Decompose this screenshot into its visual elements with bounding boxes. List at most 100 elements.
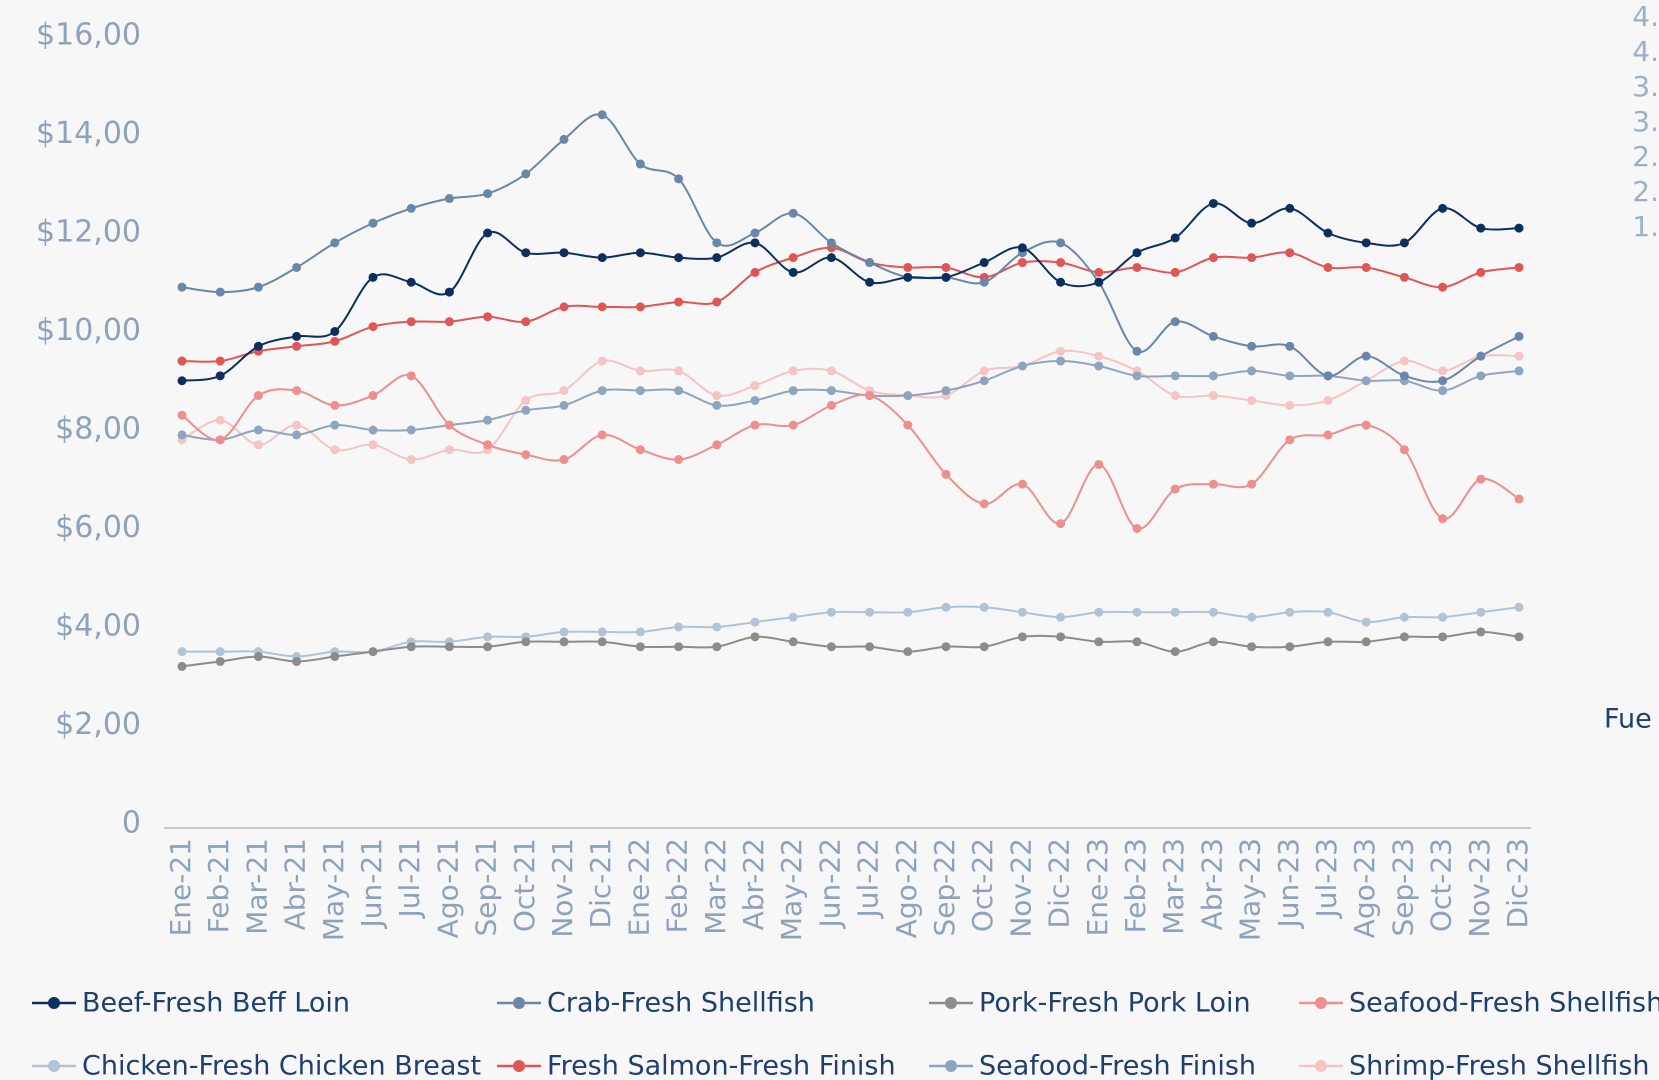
x-tick-label: Jul-21 [393, 838, 426, 920]
data-point [483, 642, 493, 652]
data-point [788, 366, 798, 376]
x-tick-label: Nov-22 [1004, 838, 1037, 938]
data-point [674, 622, 684, 632]
x-tick-label: Mar-22 [699, 838, 732, 935]
data-point [292, 656, 302, 666]
x-tick-label: Nov-21 [546, 838, 579, 938]
data-point [253, 391, 263, 401]
x-tick-label: Jun-21 [355, 838, 388, 929]
data-point [559, 302, 569, 312]
data-point [330, 400, 340, 410]
data-point [903, 262, 913, 272]
data-point [1476, 267, 1486, 277]
series-line [182, 605, 1520, 658]
data-point [826, 607, 836, 617]
y-tick-label: $16,00 [36, 18, 141, 53]
data-point [1285, 248, 1295, 258]
data-point [521, 169, 531, 179]
side-label: 4. [1632, 0, 1659, 33]
data-point [444, 194, 454, 204]
legend-label: Fresh Salmon-Fresh Finish [547, 1051, 896, 1080]
series [177, 243, 1524, 366]
data-point [1399, 371, 1409, 381]
data-point [674, 386, 684, 396]
data-point [1476, 474, 1486, 484]
legend-label: Seafood-Fresh Finish [979, 1051, 1256, 1080]
data-point [635, 248, 645, 258]
data-point [1323, 430, 1333, 440]
data-point [1361, 376, 1371, 386]
data-point [1208, 637, 1218, 647]
data-point [368, 425, 378, 435]
data-point [330, 420, 340, 430]
data-point [1285, 400, 1295, 410]
data-point [712, 440, 722, 450]
data-point [597, 627, 607, 637]
data-point [253, 282, 263, 292]
data-point [1094, 267, 1104, 277]
data-point [979, 499, 989, 509]
legend-swatch [513, 1060, 525, 1072]
data-point [635, 445, 645, 455]
data-point [1170, 371, 1180, 381]
data-point [979, 258, 989, 268]
data-point [1361, 238, 1371, 248]
data-point [1476, 351, 1486, 361]
data-point [292, 430, 302, 440]
series [177, 627, 1524, 671]
data-point [1170, 607, 1180, 617]
data-point [1476, 627, 1486, 637]
data-point [1056, 612, 1066, 622]
legend-swatch [1315, 997, 1327, 1009]
data-point [406, 371, 416, 381]
data-point [521, 637, 531, 647]
data-point [903, 391, 913, 401]
data-point [865, 277, 875, 287]
series-line [181, 246, 1520, 363]
data-point [1361, 617, 1371, 627]
data-point [559, 455, 569, 465]
data-point [941, 272, 951, 282]
y-tick-label: $12,00 [36, 215, 141, 250]
x-tick-label: Jun-23 [1272, 838, 1305, 929]
y-tick-label: $14,00 [36, 116, 141, 151]
data-point [865, 607, 875, 617]
data-point [1170, 317, 1180, 327]
data-point [712, 253, 722, 263]
data-point [1170, 647, 1180, 657]
data-point [215, 371, 225, 381]
series [177, 356, 1524, 445]
data-point [1514, 223, 1524, 233]
data-point [979, 376, 989, 386]
data-point [1285, 341, 1295, 351]
data-point [368, 391, 378, 401]
x-tick-label: May-22 [775, 838, 808, 941]
data-point [941, 602, 951, 612]
data-point [750, 267, 760, 277]
data-point [444, 642, 454, 652]
data-point [1285, 371, 1295, 381]
series [177, 198, 1524, 386]
x-tick-label: Oct-23 [1425, 838, 1458, 932]
data-point [635, 302, 645, 312]
data-point [253, 652, 263, 662]
data-point [1323, 371, 1333, 381]
data-point [406, 317, 416, 327]
data-point [1361, 637, 1371, 647]
x-tick-label: Feb-22 [661, 838, 694, 933]
data-point [1132, 607, 1142, 617]
legend-swatch [48, 1060, 60, 1072]
data-point [177, 430, 187, 440]
data-point [712, 297, 722, 307]
data-point [177, 282, 187, 292]
data-point [635, 627, 645, 637]
data-point [979, 602, 989, 612]
series-line [181, 349, 1520, 461]
data-point [1094, 637, 1104, 647]
data-point [330, 445, 340, 455]
data-point [406, 277, 416, 287]
data-point [1514, 602, 1524, 612]
data-point [330, 327, 340, 336]
data-point [444, 420, 454, 430]
data-point [712, 400, 722, 410]
